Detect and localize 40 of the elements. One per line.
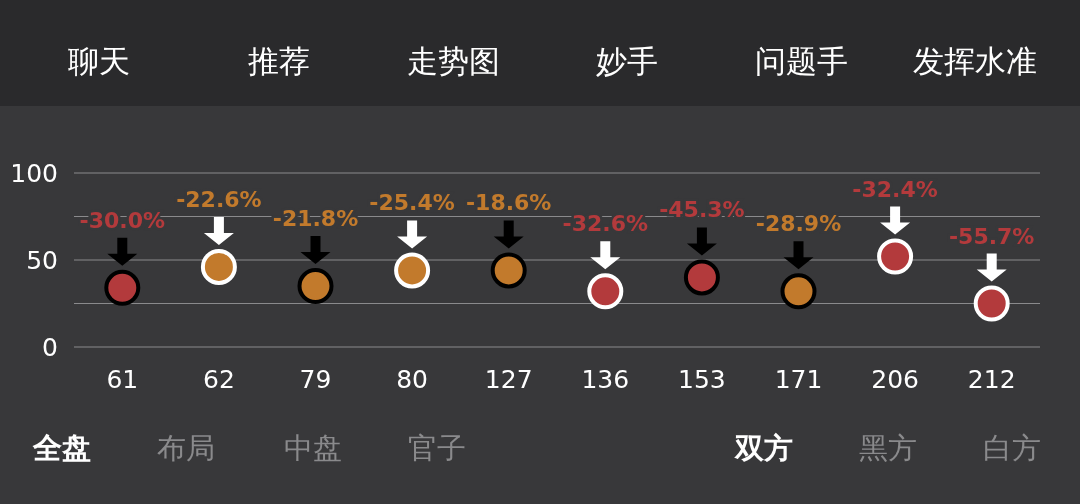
x-tick-label: 153 xyxy=(678,365,726,394)
text: 双方 xyxy=(734,431,793,465)
text: 妙手 xyxy=(596,43,658,79)
text: 官子 xyxy=(408,431,466,465)
annotation: -32.6% xyxy=(562,211,649,237)
annotation: -32.4% xyxy=(852,176,938,202)
annotation: -22.6% xyxy=(176,186,262,212)
point xyxy=(297,268,334,305)
text: 发挥水准 xyxy=(913,43,1037,79)
x-tick-label: 171 xyxy=(774,365,823,394)
annotation: -55.7% xyxy=(948,223,1035,249)
point xyxy=(780,273,817,310)
x-tick-label: 127 xyxy=(484,365,533,394)
y-tick-label: 100 xyxy=(10,159,58,188)
text: 中盘 xyxy=(284,431,342,465)
annotation: -25.4% xyxy=(369,190,455,216)
annotation: -28.9% xyxy=(755,211,842,237)
x-tick-label: 212 xyxy=(967,365,1016,394)
x-tick-label: 206 xyxy=(871,365,919,394)
x-tick-label: 79 xyxy=(299,365,332,394)
point xyxy=(490,252,527,289)
text: 推荐 xyxy=(248,43,310,79)
text: 聊天 xyxy=(68,43,130,79)
x-tick-label: 61 xyxy=(106,365,139,394)
x-tick-label: 80 xyxy=(396,365,429,394)
y-tick-label: 0 xyxy=(42,333,58,362)
text: 全盘 xyxy=(32,431,91,465)
text: 走势图 xyxy=(406,43,500,79)
text: 布局 xyxy=(157,431,215,465)
x-tick-label: 62 xyxy=(202,365,235,394)
annotation: -45.3% xyxy=(659,197,745,223)
y-tick-label: 50 xyxy=(26,246,58,275)
text: 白方 xyxy=(983,431,1041,465)
point xyxy=(973,285,1010,322)
text: 黑方 xyxy=(859,431,917,465)
annotation: -18.6% xyxy=(465,190,552,216)
point xyxy=(877,238,914,275)
point xyxy=(587,273,624,310)
text: 问题手 xyxy=(754,43,848,79)
x-tick-label: 136 xyxy=(581,365,630,394)
